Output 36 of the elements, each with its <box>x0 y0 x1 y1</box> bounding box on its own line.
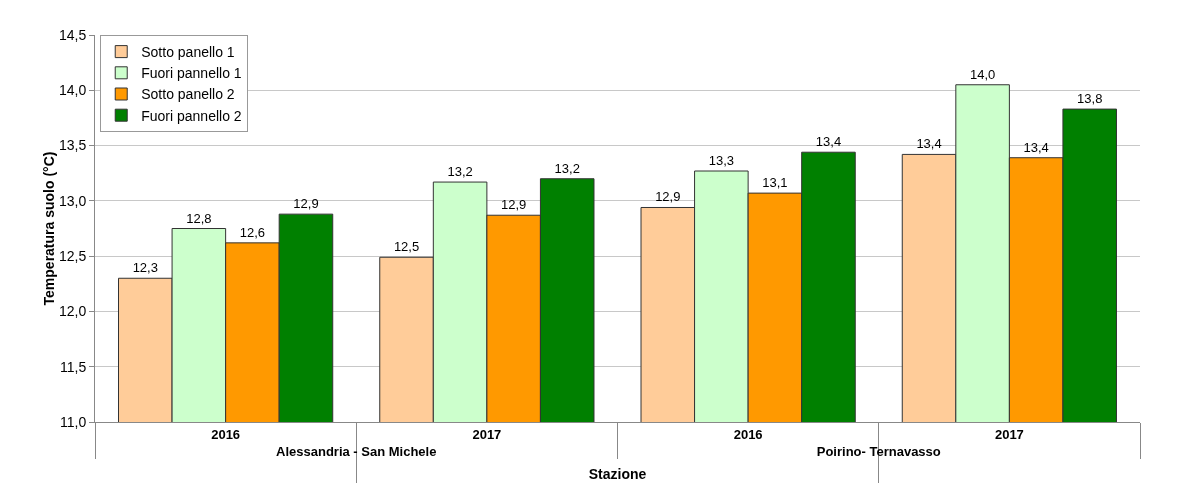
data-label: 13,3 <box>708 153 735 168</box>
data-label: 12,9 <box>501 197 527 213</box>
data-label: 12,6 <box>239 224 266 240</box>
data-label: 12,9 <box>293 196 319 212</box>
y-tick-label: 14,0 <box>58 82 87 99</box>
y-tick-label: 14,5 <box>58 26 87 43</box>
x-axis-title: Stazione <box>588 466 647 483</box>
legend-label: Fuori pannello 2 <box>141 107 242 124</box>
x-tick-label: 2017 <box>994 426 1024 442</box>
legend-label: Fuori pannello 1 <box>141 65 242 82</box>
x-tick-label: 2016 <box>211 426 241 442</box>
data-label: 13,8 <box>1077 91 1103 107</box>
data-label: 12,9 <box>655 189 681 205</box>
y-tick-label: 13,0 <box>58 192 87 209</box>
x-tick-label: 2017 <box>472 426 502 442</box>
y-axis-title: Temperatura suolo (°C) <box>40 151 57 306</box>
data-label: 13,4 <box>916 136 942 152</box>
data-label: 12,3 <box>132 260 158 276</box>
data-label: 13,4 <box>1023 139 1049 155</box>
text: Poirino- Ternavasso <box>816 443 941 459</box>
y-tick-label: 12,0 <box>58 303 87 320</box>
legend-label: Sotto panello 2 <box>141 86 235 103</box>
data-label: 14,0 <box>969 66 996 82</box>
data-label: 13,2 <box>554 160 580 176</box>
y-tick-label: 11,0 <box>59 413 87 430</box>
data-label: 13,1 <box>762 175 788 191</box>
text: Alessandria - San Michele <box>276 443 437 459</box>
y-tick-label: 11,5 <box>59 358 87 375</box>
data-label: 12,5 <box>393 239 420 255</box>
data-label: 13,4 <box>815 134 842 150</box>
legend-label: Sotto panello 1 <box>141 44 235 61</box>
x-tick-label: 2016 <box>733 426 763 442</box>
y-tick-label: 13,5 <box>58 137 87 154</box>
data-label: 12,8 <box>186 210 212 226</box>
y-tick-label: 12,5 <box>58 248 87 265</box>
data-label: 13,2 <box>447 164 473 180</box>
